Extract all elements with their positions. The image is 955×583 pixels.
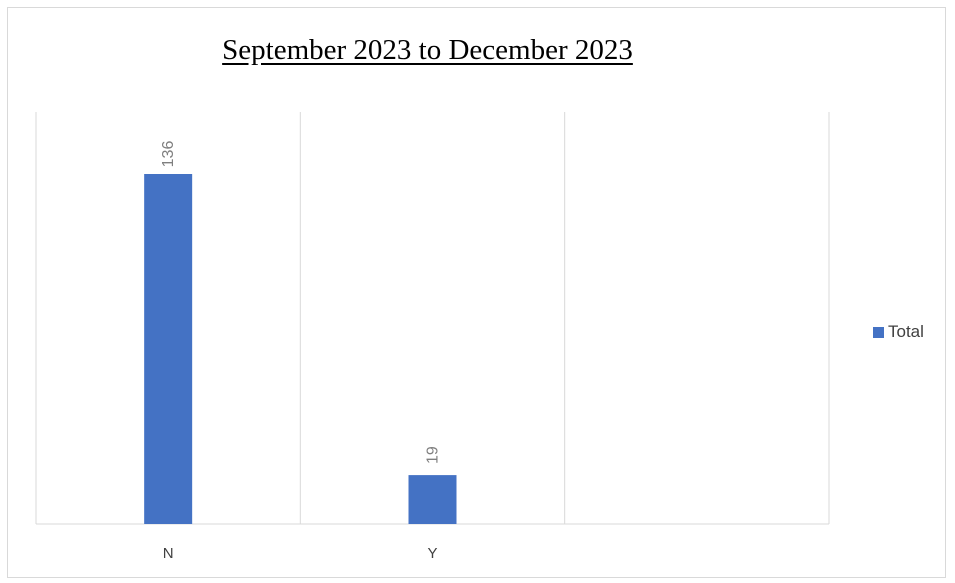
legend-swatch-total [873, 326, 884, 338]
bars [144, 174, 457, 524]
x-tick-label-Y: Y [427, 545, 437, 562]
x-tick-label-N: N [163, 545, 174, 562]
data-label-Y: 19 [425, 446, 442, 464]
data-label-N: 136 [160, 141, 177, 168]
bar-Y [408, 475, 457, 524]
chart-title: September 2023 to December 2023 [222, 34, 633, 66]
grid-lines [35, 112, 830, 524]
legend: Total [873, 322, 924, 342]
legend-label-total: Total [888, 322, 924, 341]
bar-N [144, 174, 193, 524]
data-labels: 136 19 [160, 141, 441, 464]
